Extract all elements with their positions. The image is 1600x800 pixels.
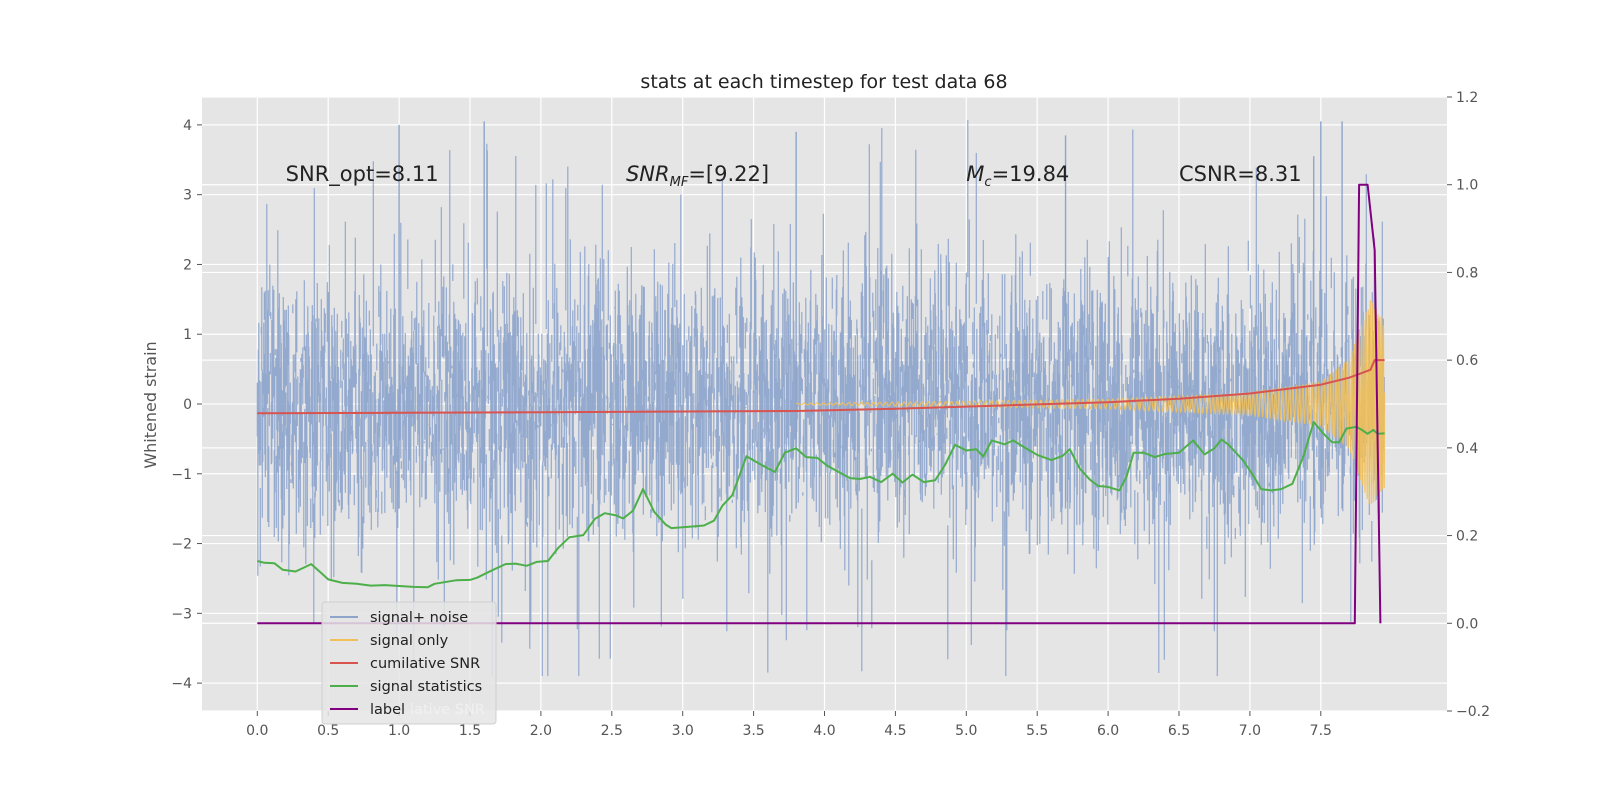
y-tick-label: 0: [183, 397, 192, 413]
y2-tick-label: 0.2: [1456, 529, 1478, 545]
x-tick-label: 3.5: [742, 723, 764, 739]
x-tick-label: 4.0: [813, 723, 835, 739]
y2-tick-label: 0.8: [1456, 265, 1478, 281]
y2-tick-label: 1.0: [1456, 178, 1478, 194]
chart-title: stats at each timestep for test data 68: [640, 71, 1007, 93]
annotation-3: CSNR=8.31: [1179, 162, 1302, 186]
y-tick-label: −3: [171, 606, 192, 622]
x-tick-label: 5.0: [955, 723, 977, 739]
x-tick-label: 7.0: [1239, 723, 1261, 739]
y2-tick-label: 0.0: [1456, 616, 1478, 632]
y2-tick-label: 0.4: [1456, 441, 1478, 457]
x-tick-label: 6.0: [1097, 723, 1119, 739]
legend-entry: label: [370, 702, 405, 718]
annotation-1: SNRMF=[9.22]: [626, 162, 769, 190]
annotations: SNR_opt=8.11 SNRMF=[9.22] Mc=19.84 CSNR=8.3…: [286, 162, 1302, 190]
y2-tick-label: 0.6: [1456, 353, 1478, 369]
y-tick-label: −1: [171, 467, 192, 483]
x-tick-label: 1.5: [459, 723, 481, 739]
axes-layer: 0.0 0.5 1.0 1.5 2.0 2.5 3.0 3.5 4.0 4.5 5.0 5.5 6.0 6…: [171, 90, 1490, 739]
y2-tick-label: −0.2: [1456, 704, 1490, 720]
x-tick-label: 6.5: [1168, 723, 1190, 739]
x-tick-label: 2.5: [601, 723, 623, 739]
y-axis-label: Whitened strain: [141, 341, 160, 468]
x-tick-label: 4.5: [884, 723, 906, 739]
y-tick-label: 4: [183, 118, 192, 134]
x-tick-label: 0.5: [317, 723, 339, 739]
annotation-0: SNR_opt=8.11: [286, 162, 439, 187]
legend-ghost-text: lative SNR: [410, 702, 485, 718]
legend-entry: signal+ noise: [370, 610, 468, 626]
legend: lative SNR signal+ noise signal only cumila…: [321, 601, 497, 725]
x-tick-label: 7.5: [1310, 723, 1332, 739]
series-label: [257, 183, 1382, 625]
series-signal-statistics: [257, 421, 1385, 589]
y-tick-label: −4: [171, 676, 192, 692]
annotation-2: Mc=19.84: [966, 162, 1069, 190]
legend-entry: cumilative SNR: [370, 656, 480, 672]
x-tick-label: 5.5: [1026, 723, 1048, 739]
series-signal-plus-noise: [256, 120, 1385, 677]
y-tick-label: −2: [171, 537, 192, 553]
series-layer: [256, 120, 1386, 677]
y2-tick-label: 1.2: [1456, 90, 1478, 106]
series-signal-only: [795, 300, 1386, 505]
legend-entry: signal only: [370, 633, 449, 649]
series-cumulative-snr: [257, 359, 1385, 415]
legend-box: [321, 601, 497, 725]
x-tick-label: 2.0: [530, 723, 552, 739]
legend-entry: signal statistics: [370, 679, 482, 695]
y-tick-label: 3: [183, 188, 192, 204]
x-tick-label: 1.0: [388, 723, 410, 739]
y-tick-label: 1: [183, 327, 192, 343]
x-tick-label: 3.0: [672, 723, 694, 739]
x-tick-label: 0.0: [246, 723, 268, 739]
y-tick-label: 2: [183, 257, 192, 273]
